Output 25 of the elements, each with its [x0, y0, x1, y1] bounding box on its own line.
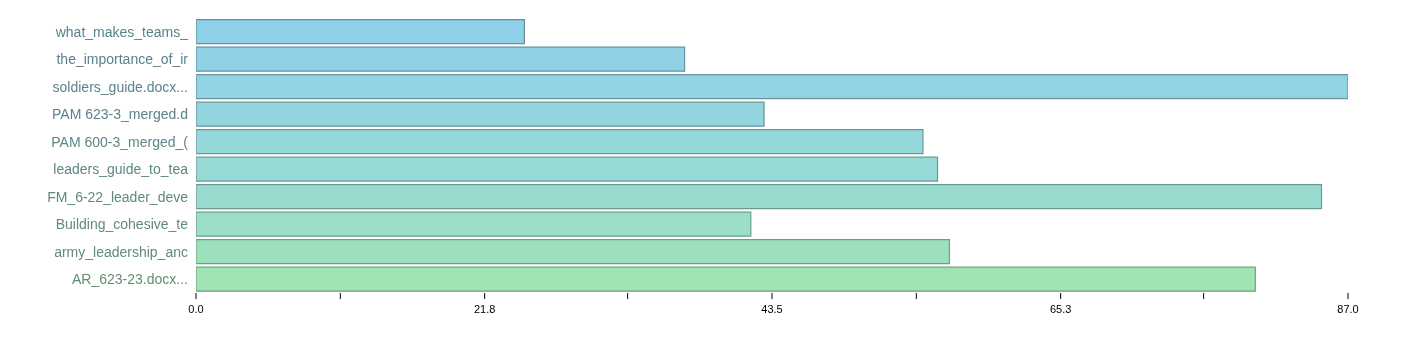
y-tick-label: PAM 623-3_merged.d [52, 106, 188, 123]
x-tick-label: 65.3 [1049, 303, 1072, 315]
y-tick-label: the_importance_of_ir [56, 51, 189, 68]
bar [196, 239, 951, 265]
bar [196, 266, 1256, 292]
y-tick-label: leaders_guide_to_tea [53, 161, 189, 178]
x-tick-label: 0.0 [188, 303, 204, 315]
bar [196, 101, 765, 127]
y-tick-label: PAM 600-3_merged_( [51, 133, 189, 150]
bar [196, 74, 1348, 100]
y-tick-label: AR_623-23.docx... [72, 271, 188, 288]
y-tick-label: soldiers_guide.docx... [52, 78, 188, 95]
y-tick-label: what_makes_teams_ [54, 23, 189, 40]
bar [196, 19, 525, 45]
x-tick-label: 87.0 [1337, 303, 1359, 315]
bar [196, 184, 1323, 210]
y-tick-label: Building_cohesive_te [55, 216, 189, 233]
bar [196, 46, 686, 72]
x-tick-label: 43.5 [761, 303, 783, 315]
x-tick-label: 21.8 [473, 303, 496, 315]
bar [196, 129, 924, 155]
bar [196, 156, 939, 182]
bar [196, 211, 752, 237]
y-tick-label: army_leadership_anc [54, 243, 188, 260]
y-tick-label: FM_6-22_leader_deve [47, 188, 189, 205]
